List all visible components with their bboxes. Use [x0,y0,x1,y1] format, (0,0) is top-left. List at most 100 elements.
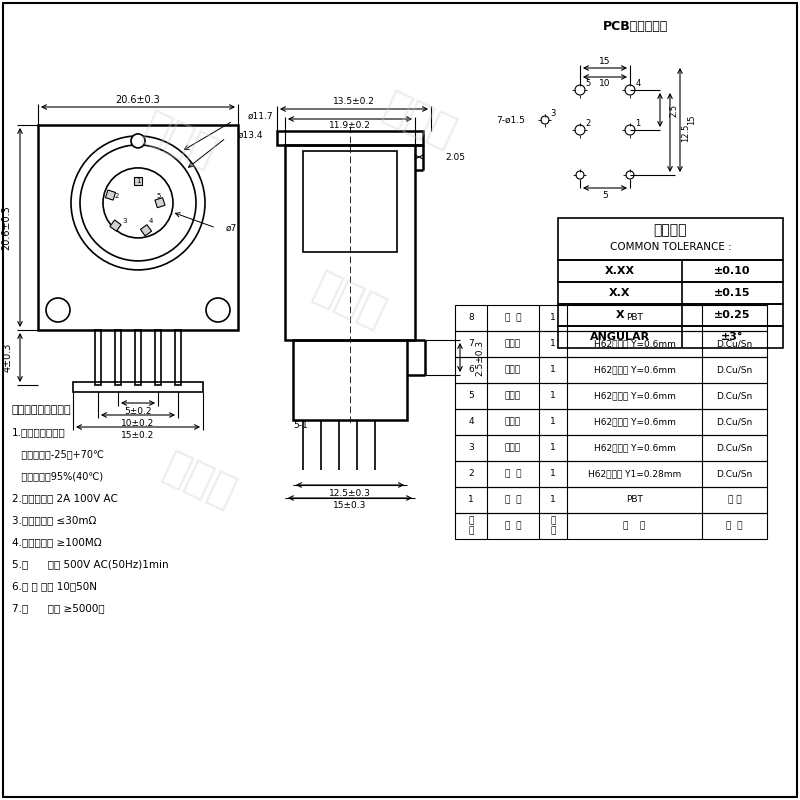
Text: H62黄铜带 Y1=0.28mm: H62黄铜带 Y1=0.28mm [588,470,681,478]
Text: PBT: PBT [626,314,643,322]
Text: ±0.10: ±0.10 [714,266,750,276]
Text: 7.寿      命： ≥5000次: 7.寿 命： ≥5000次 [12,603,105,613]
Text: H62黄铜带 Y=0.6mm: H62黄铜带 Y=0.6mm [594,339,675,349]
Bar [455,383,767,409]
Text: H62黄铜带 Y=0.6mm: H62黄铜带 Y=0.6mm [594,418,675,426]
Bar [73,382,203,392]
Text: 面  板: 面 板 [505,470,522,478]
Text: 10: 10 [599,79,610,89]
Bar [455,409,767,435]
Text: 处  理: 处 理 [726,522,742,530]
Text: 右短针: 右短针 [505,418,521,426]
Text: X.XX: X.XX [605,266,635,276]
Text: 材    料: 材 料 [623,522,646,530]
Text: 小直针: 小直针 [505,339,521,349]
Text: 3: 3 [123,218,127,224]
Bar [558,260,783,282]
Text: X: X [615,310,624,320]
Text: 主要技术特性要求：: 主要技术特性要求： [12,405,72,415]
Bar [558,218,783,260]
Bar [455,461,767,487]
Text: 5: 5 [468,391,474,401]
Bar [558,304,783,326]
Text: 1: 1 [550,470,556,478]
Text: 10±0.2: 10±0.2 [122,418,154,427]
Text: 12.5±0.3: 12.5±0.3 [329,489,371,498]
Text: D.Cu/Sn: D.Cu/Sn [716,366,753,374]
Text: D.Cu/Sn: D.Cu/Sn [716,443,753,453]
Text: H62黄铜带 Y=0.6mm: H62黄铜带 Y=0.6mm [594,443,675,453]
Text: 3.接触电阻： ≤30mΩ: 3.接触电阻： ≤30mΩ [12,515,96,525]
Text: 三键电: 三键电 [377,85,463,155]
Text: 三键电: 三键电 [157,445,243,515]
Text: ±3°: ±3° [721,332,744,342]
Text: 1: 1 [635,118,641,127]
Text: H62黄铜带 Y=0.6mm: H62黄铜带 Y=0.6mm [594,391,675,401]
Bar [115,330,121,385]
Bar [455,357,767,383]
Bar [293,340,407,420]
Text: 2.5±0.3: 2.5±0.3 [475,339,485,375]
Text: 1: 1 [136,178,140,184]
Text: 相对湿度：95%(40℃): 相对湿度：95%(40℃) [12,471,103,481]
Text: PCB板安装孔图: PCB板安装孔图 [602,21,668,34]
Bar [455,305,767,331]
Text: 3: 3 [468,443,474,453]
Bar [558,326,783,348]
Text: H62黄铜带 Y=0.6mm: H62黄铜带 Y=0.6mm [594,366,675,374]
Text: 5.耐      压： 500V AC(50Hz)1min: 5.耐 压： 500V AC(50Hz)1min [12,559,169,569]
Text: ±0.25: ±0.25 [714,310,750,320]
Bar [155,198,165,208]
Text: 11.9±0.2: 11.9±0.2 [329,122,371,130]
Text: D.Cu/Sn: D.Cu/Sn [716,470,753,478]
Bar [95,330,101,385]
Bar [175,330,181,385]
Bar [134,177,142,185]
Text: 4: 4 [149,218,153,224]
Bar [135,330,141,385]
Text: 4±0.3: 4±0.3 [3,343,13,372]
Text: 1: 1 [550,314,556,322]
Text: ANGULAR: ANGULAR [590,332,650,342]
Text: 4.绝缘电阻： ≥100MΩ: 4.绝缘电阻： ≥100MΩ [12,537,102,547]
Text: 4: 4 [635,78,641,87]
Text: 7-ø1.5: 7-ø1.5 [496,115,525,125]
Text: 1.使用温度范围：: 1.使用温度范围： [12,427,66,437]
Text: 12.5: 12.5 [682,123,690,142]
Text: 2.5: 2.5 [670,103,678,117]
Text: D.Cu/Sn: D.Cu/Sn [716,339,753,349]
Text: D.Cu/Sn: D.Cu/Sn [716,391,753,401]
Bar [106,190,115,200]
Text: 1: 1 [550,418,556,426]
Text: 1: 1 [550,443,556,453]
Text: 2: 2 [468,470,474,478]
Text: ø11.7: ø11.7 [248,111,274,120]
Bar [455,435,767,461]
Text: X.X: X.X [609,288,630,298]
Text: 5: 5 [602,190,608,199]
Text: 3: 3 [550,109,556,118]
Text: 2: 2 [586,118,590,127]
Text: 1: 1 [550,495,556,505]
Text: 1: 1 [468,495,474,505]
Text: 5: 5 [157,193,161,199]
Circle shape [131,134,145,148]
Bar [277,131,423,145]
Text: 5: 5 [586,78,590,87]
Text: 1: 1 [550,366,556,374]
Text: 5±0.2: 5±0.2 [124,406,152,415]
Text: ±0.15: ±0.15 [714,288,750,298]
Bar [455,487,767,513]
Text: 三键电: 三键电 [137,105,223,175]
Text: 20.6±0.3: 20.6±0.3 [1,205,11,250]
Text: 5-1: 5-1 [293,421,308,430]
Text: 6: 6 [468,366,474,374]
Text: 右长针: 右长针 [505,366,521,374]
Text: 1: 1 [550,391,556,401]
Text: 左长针: 左长针 [505,391,521,401]
Text: 7: 7 [468,339,474,349]
Bar [38,125,238,330]
Text: 基  座: 基 座 [505,495,522,505]
Text: 三键电: 三键电 [307,265,393,335]
Text: 2: 2 [115,193,119,199]
